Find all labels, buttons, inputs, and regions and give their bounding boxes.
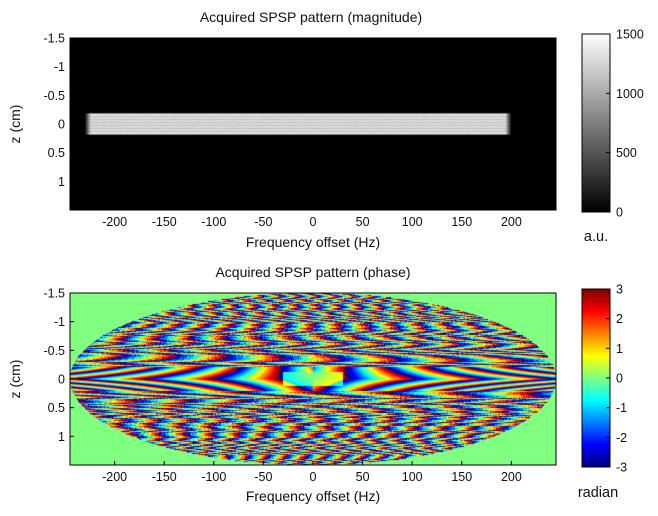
magnitude-y-ticks: -1.5 -1 -0.5 0 0.5 1	[43, 32, 74, 189]
magnitude-colorbar-ticks: 0 500 1000 1500	[606, 28, 644, 220]
y-tick-label: 0	[58, 373, 65, 387]
y-tick-label: -1.5	[43, 287, 65, 301]
y-tick-label: -0.5	[43, 89, 65, 103]
x-tick-label: -150	[152, 470, 177, 484]
x-tick-label: -100	[201, 215, 226, 229]
magnitude-colorbar-frame	[581, 33, 611, 213]
x-tick-label: -50	[254, 470, 272, 484]
phase-colorbar	[582, 289, 610, 467]
colorbar-tick-label: 1	[616, 342, 623, 356]
colorbar-tick-label: 0	[616, 372, 623, 386]
magnitude-x-ticks: -200 -150 -100 -50 0 50 100 150 200	[102, 206, 522, 229]
phase-colorbar-label: radian	[578, 485, 618, 501]
phase-x-label: Frequency offset (Hz)	[246, 488, 380, 504]
magnitude-x-label: Frequency offset (Hz)	[246, 234, 380, 250]
x-tick-label: 150	[451, 215, 472, 229]
phase-colorbar-ticks: 3 2 1 0 -1 -2 -3	[606, 283, 627, 475]
phase-x-ticks: -200 -150 -100 -50 0 50 100 150 200	[102, 461, 522, 484]
phase-y-ticks: -1.5 -1 -0.5 0 0.5 1	[43, 287, 74, 444]
magnitude-heatmap	[70, 38, 556, 210]
colorbar-tick-label: -3	[616, 461, 627, 475]
x-tick-label: -200	[102, 215, 127, 229]
x-tick-label: 0	[310, 470, 317, 484]
x-tick-label: 50	[356, 215, 370, 229]
y-tick-label: 1	[58, 430, 65, 444]
magnitude-colorbar-label: a.u.	[584, 229, 608, 245]
x-tick-label: -200	[102, 470, 127, 484]
colorbar-tick-label: 1500	[616, 28, 644, 42]
x-tick-label: -100	[201, 470, 226, 484]
x-tick-label: 150	[451, 470, 472, 484]
y-tick-label: 1	[58, 175, 65, 189]
y-tick-label: 0	[58, 118, 65, 132]
colorbar-tick-label: 2	[616, 312, 623, 326]
magnitude-colorbar	[582, 34, 610, 212]
colorbar-tick-label: -1	[616, 401, 627, 415]
colorbar-tick-label: 1000	[616, 87, 644, 101]
phase-heatmap	[70, 293, 556, 465]
y-tick-label: -0.5	[43, 344, 65, 358]
y-tick-label: -1	[54, 315, 65, 329]
magnitude-title: Acquired SPSP pattern (magnitude)	[200, 9, 422, 25]
magnitude-panel: Acquired SPSP pattern (magnitude) -200 -1…	[7, 9, 644, 250]
y-tick-label: -1	[54, 60, 65, 74]
colorbar-tick-label: 0	[616, 206, 623, 220]
colorbar-tick-label: 500	[616, 146, 637, 160]
magnitude-y-label: z (cm)	[7, 105, 23, 144]
x-tick-label: 50	[356, 470, 370, 484]
y-tick-label: -1.5	[43, 32, 65, 46]
x-tick-label: 200	[501, 470, 522, 484]
x-tick-label: 0	[310, 215, 317, 229]
phase-title: Acquired SPSP pattern (phase)	[215, 264, 410, 280]
phase-panel: Acquired SPSP pattern (phase) -200 -150 -1…	[7, 264, 627, 504]
phase-y-label: z (cm)	[7, 360, 23, 399]
x-tick-label: -150	[152, 215, 177, 229]
colorbar-tick-label: 3	[616, 283, 623, 297]
colorbar-tick-label: -2	[616, 431, 627, 445]
y-tick-label: 0.5	[48, 401, 65, 415]
x-tick-label: 200	[501, 215, 522, 229]
y-tick-label: 0.5	[48, 146, 65, 160]
x-tick-label: 100	[402, 215, 423, 229]
x-tick-label: -50	[254, 215, 272, 229]
x-tick-label: 100	[402, 470, 423, 484]
